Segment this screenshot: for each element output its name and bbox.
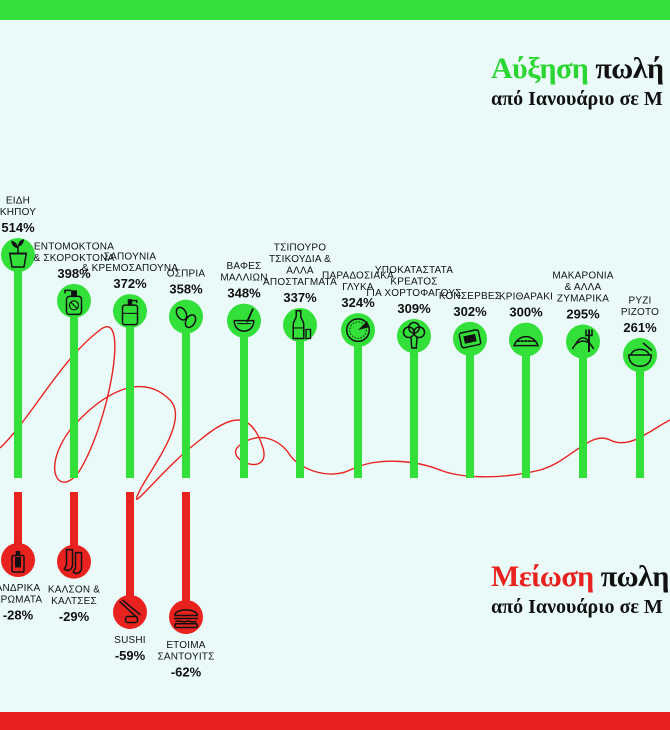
increase-bar-οσπρια [182,316,190,478]
increase-heading-word1: Αύξηση [491,52,589,85]
decrease-bar-καλσον-καλτσες [70,492,78,562]
bottles-icon [292,309,312,340]
decrease-bar-ετοιμα-σαντουιτς [182,492,190,617]
sushi-icon [118,599,141,624]
increase-category-label-εντομοκτονα-σκοροκτονα: ΕΝΤΟΜΟΚΤΟΝΑ & ΣΚΟΡΟΚΤΟΝΑ [34,241,115,263]
increase-bar-εντομοκτονα-σκοροκτονα [70,300,78,478]
socks-icon [63,548,83,575]
top-green-band [0,0,670,20]
increase-icon-circle-ειδη-κηπου [1,238,35,272]
increase-category-label-υποκαταστατα-κρεατος-για-χορτοφαγους: ΥΠΟΚΑΤΑΣΤΑΤΑ ΚΡΕΑΤΟΣ ΓΙΑ ΧΟΡΤΟΦΑΓΟΥΣ [366,265,461,299]
increase-category-label-παραδοσιακα-γλυκα: ΠΑΡΑΔΟΣΙΑΚΑ ΓΛΥΚΑ [322,271,394,294]
bottom-red-band [0,712,670,730]
increase-value-label-μακαρονια-αλλα-ζυμαρικα: 295% [566,307,600,322]
increase-category-label-βαφες-μαλλιων: ΒΑΦΕΣ ΜΑΛΛΙΩΝ [220,261,267,284]
increase-value-label-υποκαταστατα-κρεατος-για-χορτοφαγους: 309% [397,301,431,316]
broccoli-icon [402,321,426,349]
beans-icon [175,306,197,329]
decrease-value-label-ανδρικα-αρωματα: -28% [3,608,34,623]
increase-icon-circle-κριθαρακι [509,322,543,357]
decrease-subtitle: από Ιανουάριο σε Μ [491,596,663,618]
orzo-icon [512,335,540,347]
increase-bar-ρυζι-ριζοτο [636,355,644,478]
increase-value-label-κονσερβες: 302% [453,304,487,319]
increase-value-label-παραδοσιακα-γλυκα: 324% [341,295,375,310]
increase-value-label-τσιπουρο-τσικουδια-αλλα-αποσταγματα: 337% [283,290,317,305]
increase-bar-βαφες-μαλλιων [240,320,248,478]
spray-bottle-icon [64,289,83,316]
increase-subtitle: από Ιανουάριο σε Μ [491,88,663,110]
decrease-icon-circle-ετοιμα-σαντουιτς [169,600,203,634]
decrease-value-label-ετοιμα-σαντουιτς: -62% [171,665,202,680]
increase-bar-μακαρονια-αλλα-ζυμαρικα [579,341,587,478]
increase-value-label-ειδη-κηπου: 514% [1,220,35,235]
increase-bar-σαπουνια-κρεμοσαπουνα [126,311,134,478]
increase-category-label-μακαρονια-αλλα-ζυμαρικα: ΜΑΚΑΡΟΝΙΑ & ΑΛΛΑ ΖΥΜΑΡΙΚΑ [552,271,613,305]
increase-bar-κριθαρακι [522,339,530,478]
soap-dispenser-icon [121,299,139,326]
increase-bar-παραδοσιακα-γλυκα [354,330,362,478]
increase-category-label-σαπουνια-κρεμοσαπουνα: ΣΑΠΟΥΝΙΑ & ΚΡΕΜΟΣΑΠΟΥΝΑ [82,252,179,275]
pasta-icon [571,329,595,353]
increase-category-label-τσιπουρο-τσικουδια-αλλα-αποσταγματα: ΤΣΙΠΟΥΡΟ ΤΣΙΚΟΥΔΙΑ & ΑΛΛΑ ΑΠΟΣΤΑΓΜΑΤΑ [263,242,337,288]
hair-dye-bowl-icon [233,308,255,332]
increase-category-label-κριθαρακι: ΚΡΙΘΑΡΑΚΙ [499,292,553,303]
increase-value-label-ρυζι-ριζοτο: 261% [623,320,657,335]
increase-value-label-κριθαρακι: 300% [509,305,543,320]
decrease-value-label-sushi: -59% [115,648,146,663]
increase-value-label-οσπρια: 358% [169,282,203,297]
decrease-value-label-καλσον-καλτσες: -29% [59,609,90,624]
increase-value-label-βαφες-μαλλιων: 348% [227,286,261,301]
decrease-heading-word1: Μείωση [491,560,594,593]
decrease-heading: Μείωση πωλη από Ιανουάριο σε Μ [491,560,669,619]
decrease-bar-sushi [126,492,134,612]
decorative-scribble [0,326,670,500]
increase-category-label-ειδη-κηπου: ΕΙΔΗ ΚΗΠΟΥ [0,196,36,219]
increase-category-label-ρυζι-ριζοτο: ΡΥΖΙ ΡΙΖΟΤΟ [621,296,659,319]
pie-icon [346,318,370,343]
increase-category-label-οσπρια: ΟΣΠΡΙΑ [167,269,206,280]
increase-icon-circle-σαπουνια-κρεμοσαπουνα [113,294,147,329]
increase-heading: Αύξηση πωλή από Ιανουάριο σε Μ [491,52,664,111]
increase-value-label-σαπουνια-κρεμοσαπουνα: 372% [113,276,147,291]
perfume-icon [11,551,25,573]
increase-icon-circle-τσιπουρο-τσικουδια-αλλα-αποσταγματα [283,307,317,342]
decrease-category-label-ετοιμα-σαντουιτς: ΕΤΟΙΜΑ ΣΑΝΤΟΥΙΤΣ [158,640,215,663]
decrease-category-label-sushi: SUSHI [114,635,146,646]
plant-pot-icon [8,239,28,268]
tin-can-icon [458,329,482,349]
decrease-icon-circle-καλσον-καλτσες [57,544,91,579]
sandwich-icon [173,609,199,629]
increase-heading-word2: πωλή [595,52,664,85]
increase-bar-ειδη-κηπου [14,255,22,478]
decrease-category-label-καλσον-καλτσες: ΚΑΛΣΟΝ & ΚΑΛΤΣΕΣ [48,585,100,608]
increase-category-label-κονσερβες: ΚΟΝΣΕΡΒΕΣ [439,291,501,302]
increase-value-label-εντομοκτονα-σκοροκτονα: 398% [57,266,91,281]
rice-bowl-icon [627,342,653,368]
increase-bar-υποκαταστατα-κρεατος-για-χορτοφαγους [410,336,418,478]
decrease-heading-word2: πωλη [600,560,670,593]
decrease-category-label-ανδρικα-αρωματα: ΑΝΔΡΙΚΑΑΡΩΜΑΤΑ [0,583,42,606]
increase-bar-κονσερβες [466,338,474,478]
decrease-bar-ανδρικα-αρωματα [14,492,22,560]
increase-bar-τσιπουρο-τσικουδια-αλλα-αποσταγματα [296,324,304,478]
